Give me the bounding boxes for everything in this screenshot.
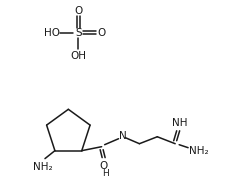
Text: OH: OH: [70, 51, 86, 61]
Text: N: N: [119, 131, 126, 141]
Text: HO: HO: [44, 28, 61, 38]
Text: NH: NH: [172, 118, 188, 128]
Text: H: H: [102, 169, 109, 178]
Text: NH₂: NH₂: [33, 162, 53, 171]
Text: NH₂: NH₂: [189, 146, 209, 156]
Text: O: O: [97, 28, 105, 38]
Text: S: S: [75, 28, 82, 38]
Text: O: O: [74, 6, 82, 16]
Text: O: O: [99, 161, 108, 171]
